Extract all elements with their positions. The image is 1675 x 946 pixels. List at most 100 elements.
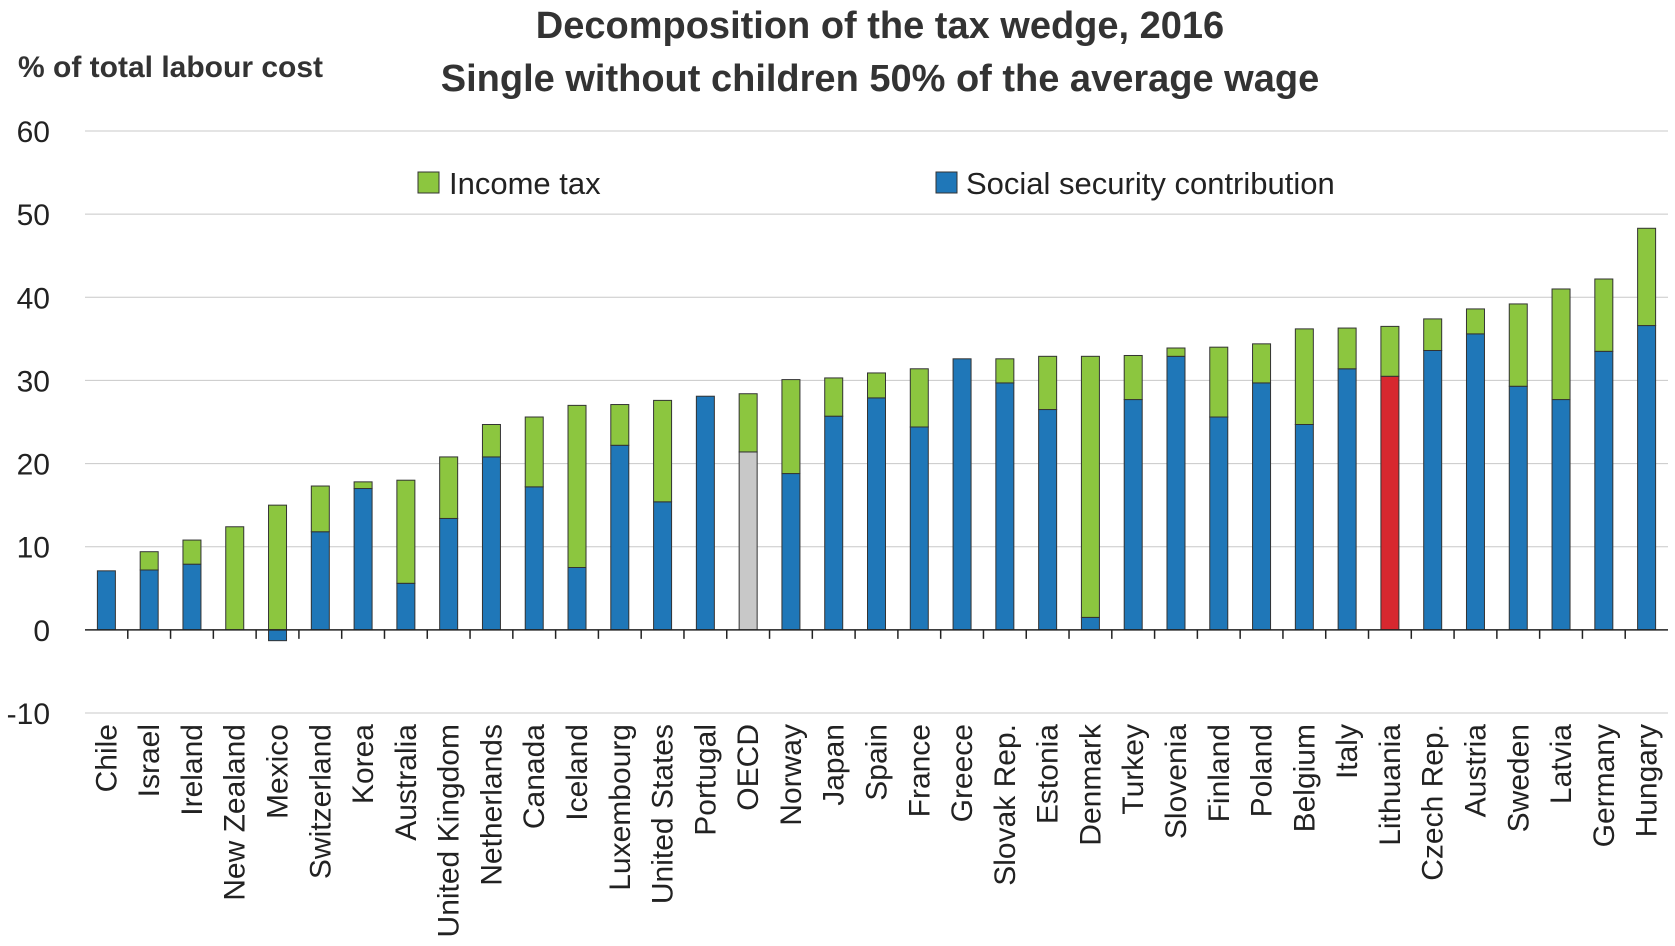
bar-income-tax-australia	[396, 479, 416, 584]
bar-income-tax-czech-rep	[1423, 318, 1443, 351]
bar-income-tax-netherlands	[481, 423, 501, 458]
bar-ssc-greece	[952, 358, 972, 631]
bar-ssc-germany	[1594, 350, 1614, 631]
x-tick-label-austria: Austria	[1459, 724, 1492, 818]
bar-ssc-portugal	[695, 395, 715, 631]
bar-income-tax-denmark	[1080, 355, 1100, 618]
bar-income-tax-ireland	[182, 539, 202, 565]
bar-income-tax-united-states	[653, 399, 673, 503]
bars	[96, 227, 1657, 642]
x-tick-label-hungary: Hungary	[1631, 724, 1664, 837]
bar-ssc-australia	[396, 582, 416, 631]
y-tick-label-20: 20	[17, 449, 50, 482]
bar-ssc-united-kingdom	[439, 517, 459, 631]
x-tick-label-israel: Israel	[133, 724, 166, 797]
bar-ssc-italy	[1337, 368, 1357, 631]
x-tick-label-greece: Greece	[946, 724, 979, 822]
x-tick-label-ireland: Ireland	[176, 724, 209, 816]
bar-ssc-austria	[1465, 333, 1485, 631]
bar-ssc-luxembourg	[610, 444, 630, 631]
y-tick-label-0: 0	[33, 615, 50, 648]
bar-ssc-poland	[1252, 382, 1272, 631]
bar-ssc-chile	[96, 570, 116, 631]
x-axis-labels: Chile Israel Ireland New Zealand Mexico Switz…	[90, 723, 1663, 937]
x-tick-label-oecd: OECD	[732, 724, 765, 811]
y-tick-label--10: -10	[7, 698, 50, 731]
bar-ssc-denmark	[1080, 616, 1100, 631]
bar-ssc-france	[909, 426, 929, 631]
bar-ssc-belgium	[1294, 423, 1314, 631]
x-tick-label-united-kingdom: United Kingdom	[433, 724, 466, 937]
bar-ssc-israel	[139, 569, 159, 631]
bar-ssc-finland	[1209, 416, 1229, 631]
bar-ssc-mexico	[268, 629, 288, 642]
x-tick-label-portugal: Portugal	[689, 724, 722, 836]
bar-income-tax-estonia	[1038, 355, 1058, 411]
bar-ssc-canada	[524, 486, 544, 631]
bar-income-tax-israel	[139, 551, 159, 571]
bar-income-tax-turkey	[1123, 354, 1143, 401]
x-tick-label-netherlands: Netherlands	[475, 724, 508, 886]
bar-income-tax-germany	[1594, 278, 1614, 352]
x-tick-label-belgium: Belgium	[1288, 724, 1321, 832]
x-tick-label-australia: Australia	[390, 724, 423, 841]
x-tick-label-canada: Canada	[518, 724, 551, 829]
x-tick-label-new-zealand: New Zealand	[219, 724, 252, 901]
bar-income-tax-japan	[824, 377, 844, 417]
legend-swatch-income-tax	[417, 171, 440, 194]
bar-income-tax-canada	[524, 416, 544, 488]
bar-ssc-ireland	[182, 563, 202, 631]
x-tick-label-estonia: Estonia	[1032, 724, 1065, 824]
bar-income-tax-mexico	[268, 504, 288, 631]
bar-ssc-lithuania	[1380, 375, 1400, 631]
bar-income-tax-switzerland	[310, 485, 330, 533]
legend-swatch-social-security	[935, 171, 958, 194]
x-tick-label-lithuania: Lithuania	[1374, 724, 1407, 846]
bar-income-tax-france	[909, 368, 929, 428]
x-tick-label-luxembourg: Luxembourg	[604, 724, 637, 891]
bar-ssc-sweden	[1508, 385, 1528, 631]
bar-income-tax-iceland	[567, 404, 587, 568]
bar-income-tax-belgium	[1294, 328, 1314, 425]
legend: Income tax Social security contribution	[417, 166, 1335, 201]
bar-ssc-estonia	[1038, 409, 1058, 631]
bar-income-tax-italy	[1337, 327, 1357, 370]
bar-income-tax-new-zealand	[225, 526, 245, 631]
bar-income-tax-sweden	[1508, 303, 1528, 387]
x-tick-label-spain: Spain	[861, 724, 894, 801]
chart-subtitle: Single without children 50% of the avera…	[441, 58, 1319, 100]
bar-ssc-oecd	[738, 451, 758, 631]
x-tick-label-switzerland: Switzerland	[304, 724, 337, 879]
x-tick-label-mexico: Mexico	[262, 724, 295, 819]
x-tick-label-czech-rep: Czech Rep.	[1417, 724, 1450, 881]
chart-title: Decomposition of the tax wedge, 2016	[536, 5, 1224, 47]
bar-income-tax-luxembourg	[610, 404, 630, 446]
bar-ssc-netherlands	[481, 456, 501, 631]
x-tick-label-iceland: Iceland	[561, 724, 594, 821]
y-tick-label-50: 50	[17, 199, 50, 232]
bar-ssc-japan	[824, 415, 844, 631]
bar-income-tax-slovenia	[1166, 347, 1186, 357]
bar-income-tax-latvia	[1551, 288, 1571, 401]
bar-ssc-slovenia	[1166, 355, 1186, 631]
bar-income-tax-finland	[1209, 346, 1229, 418]
y-tick-label-30: 30	[17, 365, 50, 398]
bar-ssc-korea	[353, 488, 373, 631]
bar-ssc-switzerland	[310, 531, 330, 631]
x-tick-label-latvia: Latvia	[1545, 724, 1578, 804]
y-tick-label-10: 10	[17, 532, 50, 565]
x-tick-label-germany: Germany	[1588, 724, 1621, 847]
y-tick-label-40: 40	[17, 282, 50, 315]
x-tick-label-italy: Italy	[1331, 724, 1364, 779]
bar-income-tax-norway	[781, 379, 801, 475]
y-axis-ticks: 60 50 40 30 20 10 0 -10	[7, 116, 50, 731]
bar-ssc-turkey	[1123, 399, 1143, 631]
bar-income-tax-poland	[1252, 343, 1272, 384]
x-tick-label-poland: Poland	[1246, 724, 1279, 817]
bar-income-tax-austria	[1465, 308, 1485, 335]
legend-label-income-tax: Income tax	[449, 166, 601, 201]
x-tick-label-denmark: Denmark	[1074, 723, 1107, 846]
bar-income-tax-lithuania	[1380, 325, 1400, 377]
